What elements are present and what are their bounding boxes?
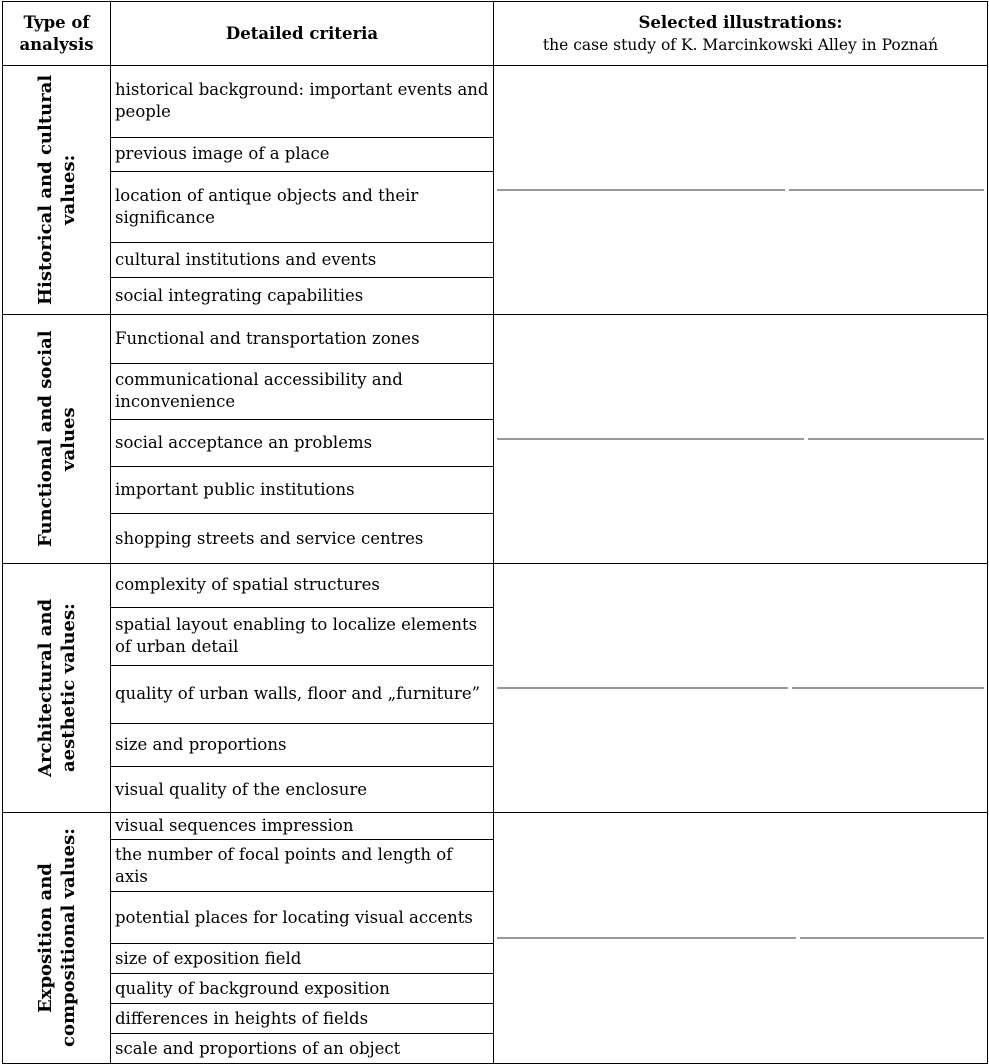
criterion: location of antique objects and their si… bbox=[110, 170, 494, 244]
illustrations bbox=[497, 937, 984, 939]
criteria-row: quality of urban walls, floor and „furni… bbox=[3, 664, 988, 724]
criterion: Functional and transportation zones bbox=[110, 314, 494, 364]
criteria-row: important public institutions bbox=[3, 465, 988, 515]
criterion: historical background: important events … bbox=[110, 65, 494, 138]
criterion: previous image of a place bbox=[110, 136, 494, 172]
criterion: size of exposition field bbox=[110, 943, 494, 974]
group-label: Exposition and compositional values: bbox=[34, 828, 79, 1048]
criteria-row: previous image of a place bbox=[3, 136, 988, 172]
illustration bbox=[808, 438, 984, 440]
criteria-row: Exposition and compositional values: visu… bbox=[2, 812, 988, 1064]
illustration bbox=[497, 687, 789, 689]
criteria-row: Functional and social values Functional a… bbox=[2, 314, 988, 564]
criteria-row: size of exposition field bbox=[3, 943, 988, 974]
group-label: Historical and cultural values: bbox=[34, 74, 79, 306]
header-type: Type of analysis bbox=[2, 1, 111, 66]
criterion: communicational accessibility and inconv… bbox=[110, 362, 494, 420]
group-cell: Historical and cultural values: bbox=[2, 65, 111, 315]
criterion: visual sequences impression bbox=[110, 812, 494, 840]
criteria-row: cultural institutions and events bbox=[3, 242, 988, 278]
criterion: differences in heights of fields bbox=[110, 1003, 494, 1034]
criteria-row: communicational accessibility and inconv… bbox=[3, 362, 988, 420]
criterion: size and proportions bbox=[110, 722, 494, 768]
illustration bbox=[792, 687, 984, 689]
illustration-cell bbox=[493, 314, 988, 564]
header-illustrations: Selected illustrations: the case study of… bbox=[493, 1, 988, 66]
illustrations bbox=[497, 687, 984, 689]
criterion: the number of focal points and length of… bbox=[110, 839, 494, 892]
illustration bbox=[800, 937, 984, 939]
group-cell: Architectural and aesthetic values: bbox=[2, 563, 111, 813]
criteria-row: location of antique objects and their si… bbox=[3, 170, 988, 244]
criteria-row: size and proportions bbox=[3, 722, 988, 768]
illustration-cell bbox=[493, 812, 988, 1064]
table-body: Historical and cultural values: historica… bbox=[2, 65, 988, 1064]
illustration bbox=[497, 937, 797, 939]
illustrations-subtitle: the case study of K. Marcinkowski Alley … bbox=[542, 35, 939, 54]
criteria-row: spatial layout enabling to localize elem… bbox=[3, 606, 988, 666]
header-row: Type of analysis Detailed criteria Selec… bbox=[2, 1, 988, 66]
criteria-row: social integrating capabilities bbox=[3, 276, 988, 316]
criteria-row: Historical and cultural values: historica… bbox=[2, 65, 988, 315]
criteria-row: visual quality of the enclosure bbox=[3, 766, 988, 813]
criteria-row: Architectural and aesthetic values: compl… bbox=[2, 563, 988, 813]
criterion: quality of urban walls, floor and „furni… bbox=[110, 664, 494, 724]
criterion: cultural institutions and events bbox=[110, 242, 494, 278]
illustrations-title: Selected illustrations: bbox=[638, 12, 843, 32]
illustration-cell bbox=[493, 65, 988, 315]
criterion: complexity of spatial structures bbox=[110, 563, 494, 608]
criterion: potential places for locating visual acc… bbox=[110, 891, 494, 944]
illustrations bbox=[497, 438, 984, 440]
criterion: scale and proportions of an object bbox=[110, 1033, 494, 1064]
illustration bbox=[497, 189, 786, 191]
group-label: Functional and social values bbox=[34, 330, 79, 548]
illustrations bbox=[497, 189, 984, 191]
criterion: social acceptance an problems bbox=[110, 418, 494, 467]
illustration-cell bbox=[493, 563, 988, 813]
illustration bbox=[789, 189, 984, 191]
criterion: spatial layout enabling to localize elem… bbox=[110, 606, 494, 666]
group-cell: Exposition and compositional values: bbox=[2, 812, 111, 1064]
criteria-row: shopping streets and service centres bbox=[3, 513, 988, 564]
group-label: Architectural and aesthetic values: bbox=[34, 598, 79, 778]
criterion: visual quality of the enclosure bbox=[110, 766, 494, 813]
criteria-row: potential places for locating visual acc… bbox=[3, 891, 988, 944]
criterion: social integrating capabilities bbox=[110, 276, 494, 316]
criteria-row: the number of focal points and length of… bbox=[3, 839, 988, 892]
header-criteria: Detailed criteria bbox=[110, 1, 494, 66]
criteria-row: social acceptance an problems bbox=[3, 418, 988, 467]
criterion: quality of background exposition bbox=[110, 973, 494, 1004]
illustration bbox=[497, 438, 805, 440]
criterion: important public institutions bbox=[110, 465, 494, 515]
group-cell: Functional and social values bbox=[2, 314, 111, 564]
criterion: shopping streets and service centres bbox=[110, 513, 494, 564]
